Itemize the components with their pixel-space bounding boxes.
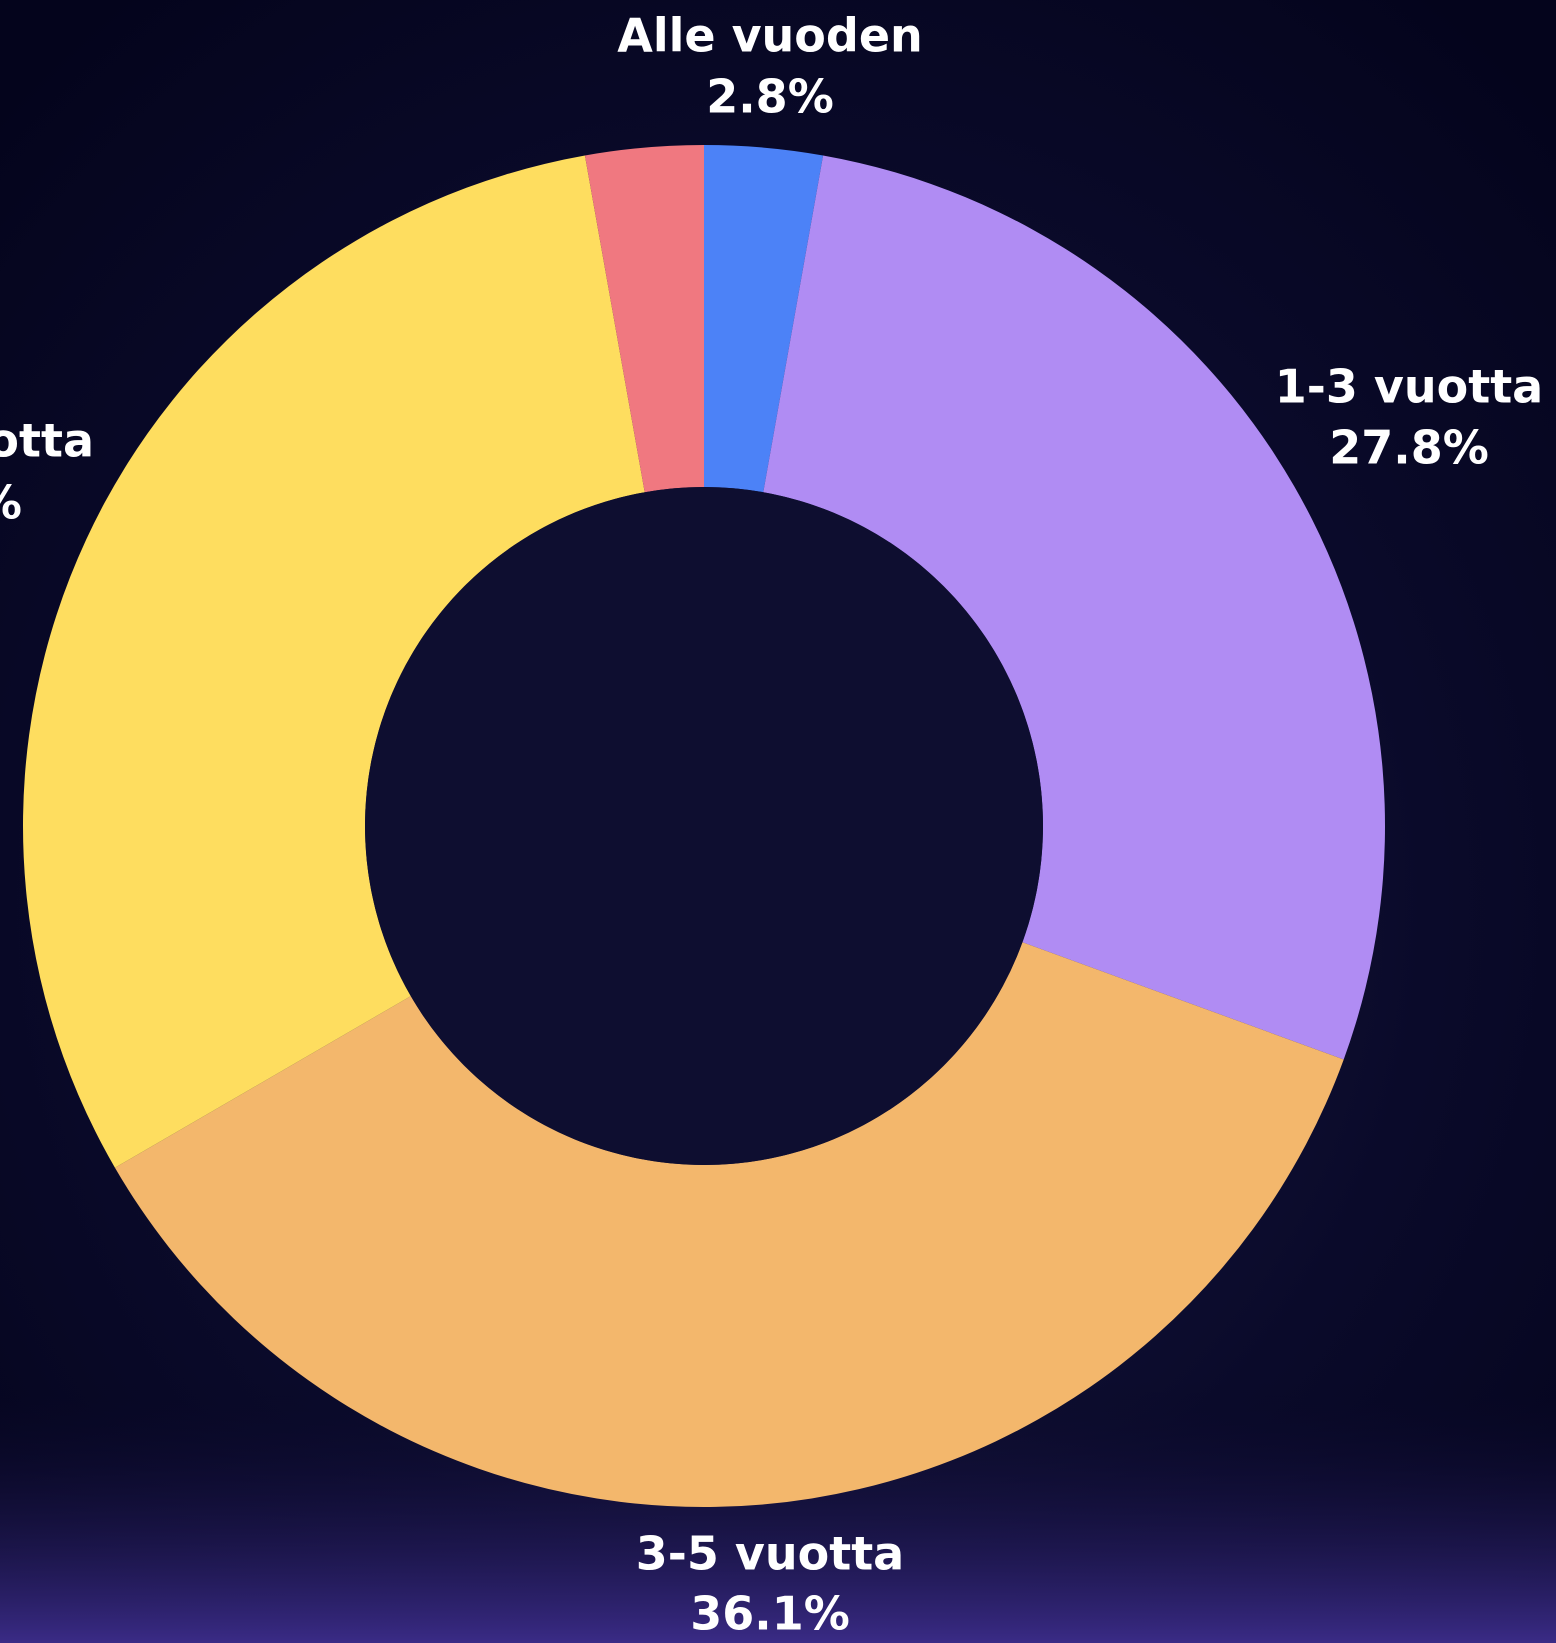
donut-slice — [114, 942, 1344, 1508]
donut-hole — [365, 487, 1043, 1165]
donut-slice — [704, 145, 824, 493]
slice-label: 1-3 vuotta — [1275, 360, 1543, 414]
slice-value-label: % — [0, 476, 22, 530]
slice-value-label: 2.8% — [706, 70, 834, 124]
labels: Alle vuoden 2.8% 1-3 vuotta 27.8% 3-5 vuotta… — [0, 9, 1543, 1641]
donut-slice — [763, 155, 1386, 1060]
slice-label: 3-5 vuotta — [636, 1527, 904, 1581]
slice-label: Alle vuoden — [617, 9, 923, 63]
slice-value-label: 36.1% — [690, 1587, 850, 1641]
slice-label: otta — [0, 414, 94, 468]
donut — [22, 145, 1386, 1508]
donut-slice — [584, 145, 704, 493]
donut-slice — [22, 155, 645, 1168]
slice-value-label: 27.8% — [1329, 421, 1489, 475]
